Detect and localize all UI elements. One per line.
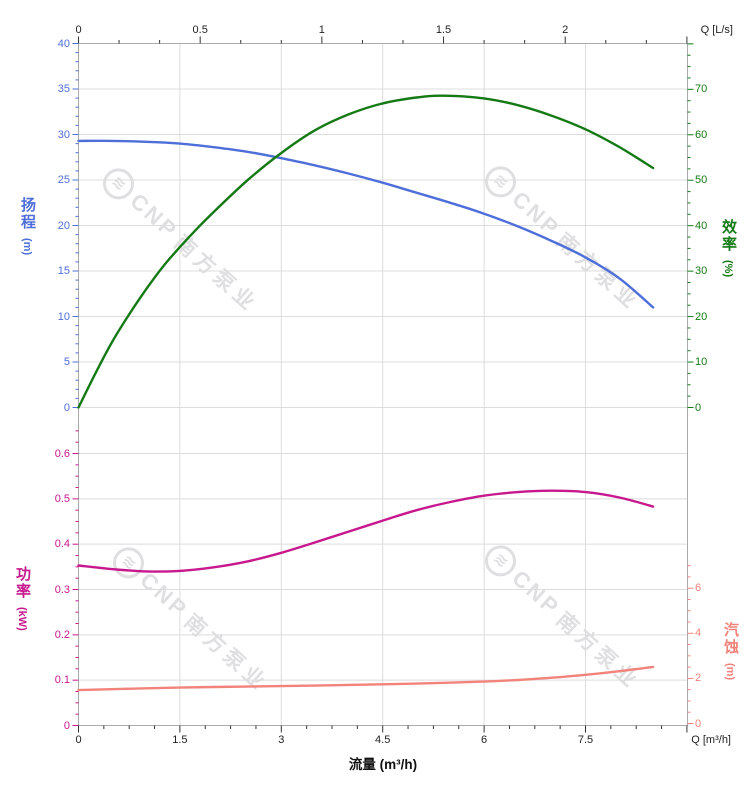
npsh-axis-name: 汽蚀 [722, 622, 739, 656]
efficiency-curve [77, 94, 655, 409]
head-axis-title: 扬程 (m) [18, 197, 36, 255]
head-curve [77, 139, 655, 309]
bottom-axis-unit-label: Q [m³/h] [691, 734, 731, 746]
npsh-axis-title: 汽蚀 (m) [721, 622, 739, 680]
top-axis-unit-label: Q [L/s] [700, 24, 733, 36]
power-axis-unit: (kW) [16, 607, 28, 631]
npsh-axis-unit: (m) [724, 663, 736, 681]
efficiency-axis-unit: (%) [722, 260, 734, 278]
power-curve [77, 489, 655, 573]
head-axis-unit: (m) [21, 238, 33, 256]
efficiency-axis-title: 效率 (%) [719, 219, 737, 277]
power-axis-title: 功率 (kW) [13, 566, 31, 631]
power-axis-name: 功率 [14, 566, 31, 600]
npsh-curve [77, 665, 655, 692]
efficiency-axis-name: 效率 [720, 219, 737, 253]
head-axis-name: 扬程 [19, 197, 36, 231]
flow-axis-title: 流量 (m³/h) [348, 757, 418, 772]
